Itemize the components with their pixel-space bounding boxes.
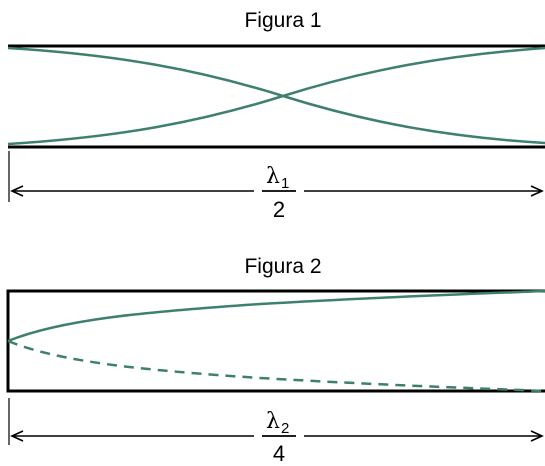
wave-1-ascending [7, 46, 545, 146]
lambda-symbol: λ [266, 164, 280, 189]
tube-2 [6, 289, 545, 393]
dimension-2-label: λ2 4 [262, 409, 296, 466]
wave-2-solid [7, 289, 545, 343]
tube-1 [8, 44, 545, 149]
figure-1-title: Figura 1 [244, 9, 321, 32]
lambda-subscript: 2 [281, 420, 289, 437]
fraction-denominator: 2 [273, 197, 285, 222]
lambda-symbol: λ [266, 409, 280, 434]
figure-1: Figura 1 λ1 2 [7, 9, 545, 222]
dimension-1-label: λ1 2 [262, 164, 296, 222]
lambda-subscript: 1 [281, 175, 289, 192]
figure-2: Figura 2 λ2 4 [6, 255, 545, 466]
wave-1-descending [7, 46, 545, 145]
wave-2-dashed [7, 339, 545, 393]
fraction-denominator: 4 [273, 441, 285, 466]
figure-2-title: Figura 2 [244, 255, 321, 278]
svg-text:λ1: λ1 [266, 164, 289, 192]
svg-text:λ2: λ2 [266, 409, 289, 437]
